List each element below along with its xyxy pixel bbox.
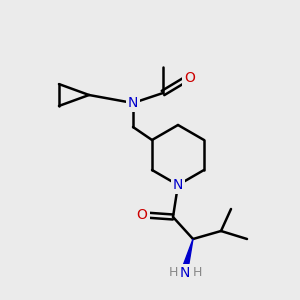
Text: O: O: [184, 71, 195, 85]
Text: H: H: [192, 266, 202, 280]
Text: N: N: [128, 96, 138, 110]
Text: N: N: [180, 266, 190, 280]
Text: N: N: [173, 178, 183, 192]
Polygon shape: [182, 239, 193, 270]
Text: H: H: [168, 266, 178, 280]
Text: O: O: [136, 208, 147, 222]
